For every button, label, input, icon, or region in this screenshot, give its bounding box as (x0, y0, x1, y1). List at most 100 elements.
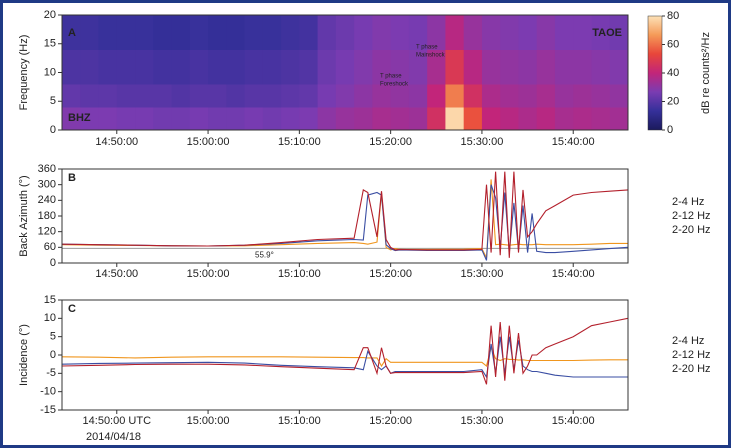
spectrogram-cell (116, 15, 136, 50)
spectrogram-cell (299, 84, 319, 108)
spectrogram-cell (427, 107, 446, 130)
spectrogram-cell (372, 15, 392, 50)
spectrogram-cell (208, 49, 227, 85)
colorbar-tick-label: 80 (667, 10, 679, 22)
x-tick-label: 15:40:00 (552, 415, 595, 427)
spectrogram-cell (317, 49, 337, 85)
plot-area (62, 171, 628, 261)
y-tick-label: -10 (40, 386, 56, 398)
spectrogram-cell (116, 84, 136, 108)
spectrogram-cell (518, 107, 538, 130)
spectrogram-cell (135, 84, 154, 108)
spectrogram-cell (500, 15, 519, 50)
y-tick-label: 10 (44, 312, 56, 324)
spectrogram-cell (536, 15, 556, 50)
spectrogram-cell (135, 15, 154, 50)
x-tick-label: 15:20:00 (369, 136, 412, 148)
x-tick-label: 14:50:00 (95, 268, 138, 280)
spectrogram-cell (189, 15, 209, 50)
series-line (62, 336, 628, 379)
y-tick-label: -5 (46, 367, 56, 379)
panel-label: B (68, 172, 76, 184)
spectrogram-cell (62, 107, 81, 130)
spectrogram-cell (281, 84, 300, 108)
x-tick-label: 15:40:00 (552, 268, 595, 280)
spectrogram-cell (463, 15, 483, 50)
series-line (62, 317, 628, 385)
spectrogram-cell (299, 15, 319, 50)
spectrogram-cell (554, 49, 574, 85)
spectrogram-cell (153, 15, 173, 50)
spectrogram-cell (80, 49, 100, 85)
spectrogram-cell (372, 107, 392, 130)
legend-entry: 2-20 Hz (672, 224, 711, 236)
date-label: 2014/04/18 (86, 431, 141, 443)
spectrogram-cell (244, 49, 264, 85)
spectrogram-cell (171, 49, 191, 85)
legend-entry: 2-4 Hz (672, 335, 704, 347)
spectrogram-cell (500, 49, 519, 85)
spectrogram-cell (189, 84, 209, 108)
spectrogram-cell (62, 15, 81, 50)
spectrogram-cell (463, 107, 483, 130)
spectrogram-cell (445, 84, 465, 108)
spectrogram-cell (591, 49, 611, 85)
spectrogram-cell (518, 15, 538, 50)
spectrogram-cell (500, 84, 519, 108)
series-line (62, 345, 628, 368)
spectrogram-cell (226, 49, 246, 85)
spectrogram-cell (98, 84, 118, 108)
legend-entry: 2-12 Hz (672, 210, 711, 222)
spectrogram-cell (226, 15, 246, 50)
panel-label: A (68, 27, 76, 39)
spectrogram-cell (591, 84, 611, 108)
spectrogram-cell (408, 49, 428, 85)
spectrogram-cell (463, 84, 483, 108)
x-tick-label: 15:10:00 (278, 268, 321, 280)
panel-label: C (68, 303, 76, 315)
y-tick-label: 15 (44, 38, 56, 50)
spectrogram-cell (171, 107, 191, 130)
spectrogram-cell (609, 84, 628, 108)
spectrogram-cell (153, 107, 173, 130)
y-tick-label: 15 (44, 294, 56, 306)
annotation: T phase (380, 74, 402, 80)
spectrogram-cell (609, 49, 628, 85)
spectrogram-cell (573, 84, 592, 108)
annotation: Foreshock (380, 82, 409, 88)
x-tick-label: 15:30:00 (461, 415, 504, 427)
y-tick-label: 5 (50, 331, 56, 343)
y-axis-label: Back Azimuth (°) (18, 175, 30, 256)
x-tick-label: 15:30:00 (461, 136, 504, 148)
spectrogram-cell (226, 84, 246, 108)
spectrogram-cell (354, 84, 373, 108)
spectrogram-cell (573, 49, 592, 85)
spectrogram-cell (573, 107, 592, 130)
annotation: T phase (416, 45, 438, 51)
spectrogram-cell (244, 84, 264, 108)
spectrogram-cell (408, 107, 428, 130)
spectrogram-cell (80, 15, 100, 50)
spectrogram-cell (481, 15, 501, 50)
spectrogram-cell (445, 107, 465, 130)
spectrogram-cell (463, 49, 483, 85)
spectrogram-cell (98, 107, 118, 130)
legend-entry: 2-4 Hz (672, 196, 704, 208)
y-tick-label: 0 (50, 257, 56, 269)
x-tick-label: 14:50:00 UTC (83, 415, 152, 427)
x-tick-label: 15:10:00 (278, 136, 321, 148)
legend-entry: 2-20 Hz (672, 363, 711, 375)
x-tick-label: 15:20:00 (369, 415, 412, 427)
spectrogram-cell (372, 49, 392, 85)
plot-border (61, 168, 629, 264)
spectrogram-cell (62, 49, 81, 85)
y-axis-label: Incidence (°) (18, 324, 30, 386)
spectrogram-cell (116, 49, 136, 85)
y-tick-label: 300 (38, 179, 56, 191)
channel-label: BHZ (68, 112, 91, 124)
spectrogram-cell (445, 49, 465, 85)
y-tick-label: 20 (44, 9, 56, 21)
spectrogram-cell (262, 49, 282, 85)
spectrogram-cell (536, 49, 556, 85)
plot-border (61, 14, 629, 131)
